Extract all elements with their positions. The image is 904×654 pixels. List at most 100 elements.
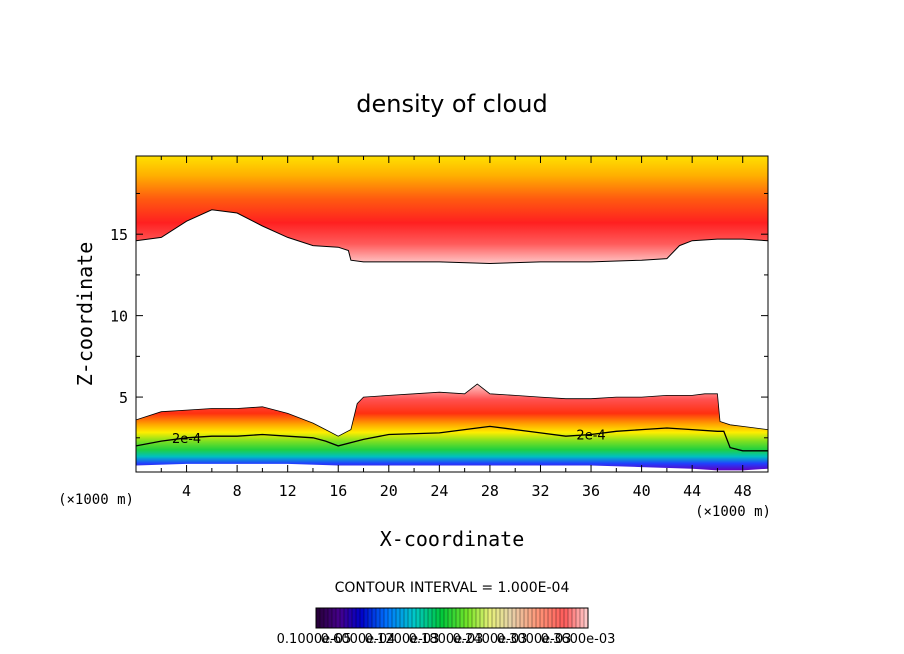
colorbar-swatch-51 [520, 608, 525, 628]
colorbar-swatch-47 [504, 608, 509, 628]
x-tick-label-32: 32 [531, 482, 549, 500]
colorbar-swatch-15 [376, 608, 381, 628]
colorbar-swatch-12 [364, 608, 369, 628]
y-tick-label-10: 10 [110, 308, 128, 326]
colorbar-swatch-21 [400, 608, 405, 628]
colorbar-swatch-41 [480, 608, 485, 628]
colorbar-swatch-55 [536, 608, 541, 628]
colorbar-swatch-5 [336, 608, 341, 628]
colorbar-swatch-6 [340, 608, 345, 628]
colorbar-swatch-8 [348, 608, 353, 628]
colorbar-swatch-40 [476, 608, 481, 628]
chart-title: density of cloud [356, 90, 547, 118]
colorbar-swatch-43 [488, 608, 493, 628]
colorbar-label-6: 0.3600e-03 [541, 632, 616, 647]
colorbar-swatch-45 [496, 608, 501, 628]
contour-label-0: 2e-4 [172, 432, 201, 447]
colorbar-swatch-53 [528, 608, 533, 628]
colorbar-swatch-60 [556, 608, 561, 628]
colorbar-swatch-48 [508, 608, 513, 628]
colorbar-swatch-3 [328, 608, 333, 628]
x-tick-label-44: 44 [683, 482, 701, 500]
colorbar-swatch-44 [492, 608, 497, 628]
colorbar [315, 608, 589, 628]
colorbar-swatch-13 [368, 608, 373, 628]
colorbar-swatch-16 [380, 608, 385, 628]
x-tick-label-12: 12 [279, 482, 297, 500]
colorbar-swatch-42 [484, 608, 489, 628]
colorbar-swatch-66 [580, 608, 585, 628]
colorbar-swatch-35 [456, 608, 461, 628]
colorbar-swatch-31 [440, 608, 445, 628]
colorbar-swatch-50 [516, 608, 521, 628]
colorbar-swatch-10 [356, 608, 361, 628]
x-axis-ticks: 4 8 12 16 20 24 28 32 36 40 44 48 [160, 156, 752, 500]
colorbar-swatch-25 [416, 608, 421, 628]
lower-cloud-layer [136, 384, 768, 471]
colorbar-swatch-2 [324, 608, 329, 628]
colorbar-swatch-65 [576, 608, 581, 628]
colorbar-swatch-62 [564, 608, 569, 628]
contour-labels: 2e-4 2e-4 [172, 429, 606, 447]
colorbar-swatch-24 [412, 608, 417, 628]
colorbar-swatch-26 [420, 608, 425, 628]
y-tick-label-15: 15 [110, 226, 128, 244]
colorbar-swatch-18 [388, 608, 393, 628]
colorbar-label-3: 0.1800e-03 [409, 632, 484, 647]
colorbar-swatch-1 [320, 608, 325, 628]
colorbar-swatch-20 [396, 608, 401, 628]
colorbar-swatch-39 [472, 608, 477, 628]
y-axis-ticks: 5 10 15 [110, 192, 768, 439]
x-tick-label-36: 36 [582, 482, 600, 500]
colorbar-swatch-32 [444, 608, 449, 628]
upper-cloud-layer [136, 156, 768, 264]
colorbar-swatch-28 [428, 608, 433, 628]
colorbar-swatch-29 [432, 608, 437, 628]
plot-frame [135, 155, 769, 473]
colorbar-swatch-34 [452, 608, 457, 628]
x-tick-label-8: 8 [233, 482, 242, 500]
colorbar-swatch-61 [560, 608, 565, 628]
x-tick-label-4: 4 [182, 482, 191, 500]
contour-label-1: 2e-4 [576, 429, 605, 444]
colorbar-swatch-0 [316, 608, 321, 628]
colorbar-swatch-64 [572, 608, 577, 628]
colorbar-swatch-7 [344, 608, 349, 628]
colorbar-label-1: 0.6000e-04 [321, 632, 396, 647]
colorbar-swatch-38 [468, 608, 473, 628]
x-tick-label-20: 20 [380, 482, 398, 500]
x-unit-right: (×1000 m) [695, 504, 771, 520]
colorbar-swatch-11 [360, 608, 365, 628]
contour-2e-4-line [136, 425, 768, 452]
colorbar-label-0: 0.1000e-05 [277, 632, 352, 647]
x-tick-label-24: 24 [430, 482, 448, 500]
x-tick-label-40: 40 [633, 482, 651, 500]
colorbar-swatch-58 [548, 608, 553, 628]
colorbar-swatch-30 [436, 608, 441, 628]
x-unit-left: (×1000 m) [58, 492, 134, 508]
colorbar-swatch-36 [460, 608, 465, 628]
colorbar-swatch-37 [464, 608, 469, 628]
colorbar-swatch-33 [448, 608, 453, 628]
upper-layer-base-contour [136, 209, 768, 265]
colorbar-swatch-59 [552, 608, 557, 628]
colorbar-swatch-54 [532, 608, 537, 628]
y-tick-label-5: 5 [119, 389, 128, 407]
colorbar-label-4: 0.2400e-03 [453, 632, 528, 647]
colorbar-swatch-57 [544, 608, 549, 628]
x-tick-label-16: 16 [329, 482, 347, 500]
colorbar-label-2: 0.1200e-03 [365, 632, 440, 647]
colorbar-swatch-67 [584, 608, 589, 628]
colorbar-labels: 0.1000e-050.6000e-040.1200e-030.1800e-03… [277, 632, 616, 647]
colorbar-swatch-9 [352, 608, 357, 628]
colorbar-swatch-27 [424, 608, 429, 628]
x-axis-label: X-coordinate [380, 527, 525, 551]
colorbar-swatch-63 [568, 608, 573, 628]
colorbar-swatch-49 [512, 608, 517, 628]
colorbar-label-5: 0.3000e-03 [497, 632, 572, 647]
colorbar-frame [315, 607, 589, 629]
colorbar-swatch-22 [404, 608, 409, 628]
lower-layer-top-contour [136, 383, 768, 437]
x-tick-label-28: 28 [481, 482, 499, 500]
